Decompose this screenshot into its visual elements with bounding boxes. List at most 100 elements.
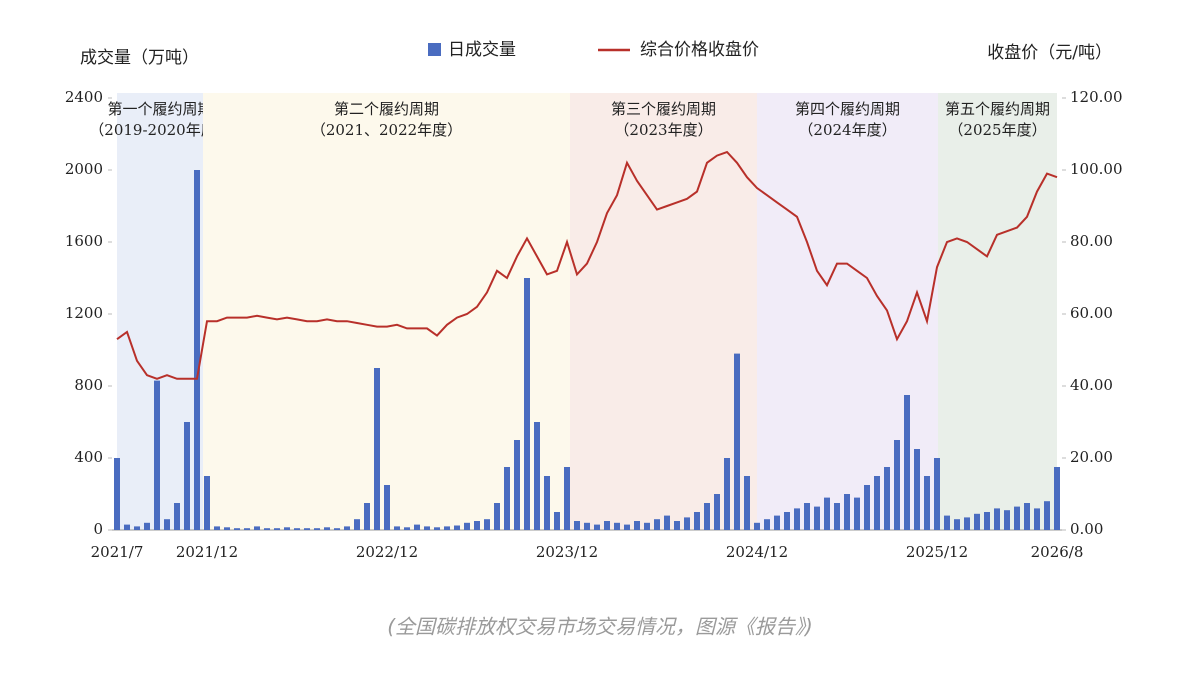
- volume-bar: [434, 527, 440, 530]
- volume-bar: [594, 524, 600, 530]
- volume-bar: [274, 528, 280, 530]
- volume-bar: [174, 503, 180, 530]
- y2-tick-label: 60.00: [1070, 304, 1113, 322]
- x-tick-label: 2021/12: [176, 543, 238, 561]
- volume-bar: [284, 527, 290, 530]
- volume-bar: [624, 524, 630, 530]
- volume-bar: [544, 476, 550, 530]
- volume-bar: [614, 522, 620, 530]
- volume-bar: [404, 527, 410, 530]
- period-band: [203, 93, 570, 530]
- volume-bar: [1024, 503, 1030, 530]
- legend-label: 日成交量: [448, 40, 516, 60]
- volume-bar: [474, 521, 480, 530]
- volume-bar: [214, 526, 220, 530]
- x-tick-label: 2025/12: [906, 543, 968, 561]
- volume-bar: [704, 503, 710, 530]
- volume-bar: [264, 528, 270, 530]
- volume-bar: [814, 506, 820, 530]
- x-tick-label: 2023/12: [536, 543, 598, 561]
- volume-bar: [774, 515, 780, 530]
- volume-bar: [454, 525, 460, 530]
- period-years: （2019-2020年度）: [89, 121, 230, 139]
- volume-bar: [564, 467, 570, 530]
- volume-bar: [124, 524, 130, 530]
- y2-axis-title: 收盘价（元/吨）: [987, 43, 1112, 63]
- volume-bar: [584, 522, 590, 530]
- volume-bar: [1054, 467, 1060, 530]
- volume-bar: [294, 528, 300, 530]
- volume-bar: [714, 494, 720, 530]
- y2-tick-label: 40.00: [1070, 376, 1113, 394]
- volume-bar: [384, 485, 390, 530]
- volume-bar: [724, 458, 730, 530]
- volume-bar: [664, 515, 670, 530]
- volume-bar: [674, 521, 680, 530]
- volume-bar: [464, 522, 470, 530]
- volume-bar: [554, 512, 560, 530]
- volume-bar: [164, 519, 170, 530]
- volume-bar: [864, 485, 870, 530]
- volume-bar: [184, 422, 190, 530]
- volume-bar: [114, 458, 120, 530]
- volume-bar: [1004, 510, 1010, 530]
- volume-bar: [374, 368, 380, 530]
- volume-bar: [844, 494, 850, 530]
- volume-bar: [534, 422, 540, 530]
- period-years: （2021、2022年度）: [311, 121, 462, 139]
- volume-bar: [314, 528, 320, 530]
- volume-bar: [694, 512, 700, 530]
- volume-bar: [484, 519, 490, 530]
- volume-bar: [944, 515, 950, 530]
- volume-bar: [754, 522, 760, 530]
- volume-bar: [354, 519, 360, 530]
- volume-bar: [654, 519, 660, 530]
- volume-bar: [904, 395, 910, 530]
- volume-bar: [684, 517, 690, 530]
- volume-bar: [244, 528, 250, 530]
- y-tick-label: 400: [74, 448, 103, 466]
- volume-bar: [934, 458, 940, 530]
- volume-bar: [804, 503, 810, 530]
- y-axis-title: 成交量（万吨）: [80, 48, 199, 68]
- volume-bar: [254, 526, 260, 530]
- period-band: [570, 93, 757, 530]
- caption: (全国碳排放权交易市场交易情况，图源《报告》): [387, 615, 813, 639]
- x-tick-label: 2021/7: [91, 543, 144, 561]
- volume-bar: [1044, 501, 1050, 530]
- volume-bar: [144, 522, 150, 530]
- period-name: 第五个履约周期: [945, 100, 1050, 118]
- volume-bar: [994, 508, 1000, 530]
- x-tick-label: 2024/12: [726, 543, 788, 561]
- legend-swatch: [428, 43, 441, 56]
- volume-bar: [494, 503, 500, 530]
- y-tick-label: 1600: [65, 232, 103, 250]
- volume-bar: [914, 449, 920, 530]
- period-band: [938, 93, 1057, 530]
- volume-bar: [324, 527, 330, 530]
- x-tick-label: 2026/8: [1031, 543, 1084, 561]
- volume-bar: [444, 526, 450, 530]
- volume-bar: [234, 528, 240, 530]
- legend-label: 综合价格收盘价: [640, 40, 759, 60]
- x-tick-label: 2022/12: [356, 543, 418, 561]
- volume-bar: [204, 476, 210, 530]
- y2-tick-label: 0.00: [1070, 520, 1103, 538]
- y-tick-label: 1200: [65, 304, 103, 322]
- volume-bar: [894, 440, 900, 530]
- volume-bar: [424, 526, 430, 530]
- volume-bar: [634, 521, 640, 530]
- volume-bar: [784, 512, 790, 530]
- volume-bar: [884, 467, 890, 530]
- y2-tick-label: 80.00: [1070, 232, 1113, 250]
- period-years: （2023年度）: [614, 121, 712, 139]
- volume-bar: [154, 380, 160, 530]
- volume-bar: [604, 521, 610, 530]
- volume-bar: [734, 353, 740, 530]
- y-tick-label: 2000: [65, 160, 103, 178]
- y2-tick-label: 100.00: [1070, 160, 1123, 178]
- volume-bar: [344, 526, 350, 530]
- volume-bar: [794, 508, 800, 530]
- volume-bar: [194, 170, 200, 530]
- volume-bar: [984, 512, 990, 530]
